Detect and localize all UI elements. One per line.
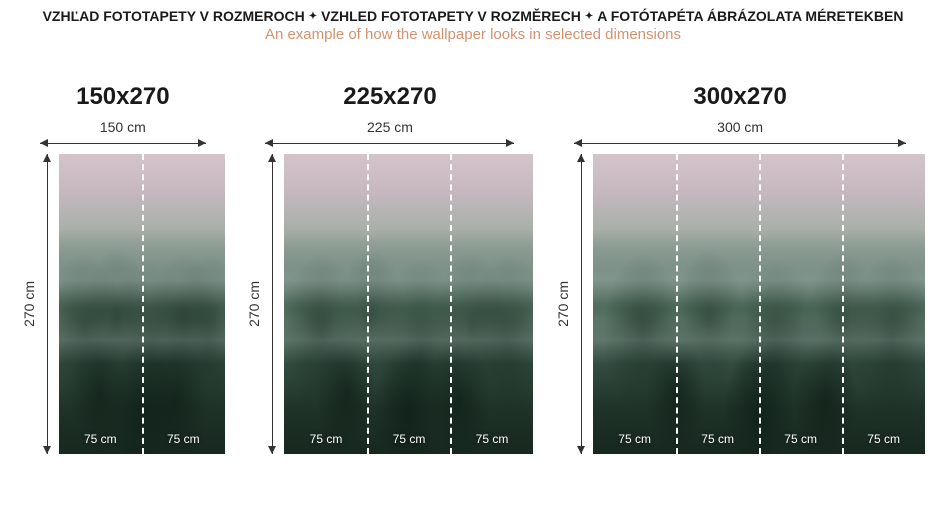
width-label: 300 cm bbox=[717, 119, 763, 135]
strip-labels: 75 cm 75 cm bbox=[59, 432, 225, 446]
panels-container: 150x270 150 cm 270 cm 75 cm 75 cm 225x270 225 … bbox=[0, 43, 946, 454]
strip-divider bbox=[676, 154, 678, 454]
fog-layer bbox=[284, 154, 533, 454]
header-subtitle: An example of how the wallpaper looks in… bbox=[0, 26, 946, 43]
strip-label: 75 cm bbox=[618, 432, 651, 446]
strip-divider bbox=[842, 154, 844, 454]
height-section: 270 cm bbox=[21, 154, 51, 454]
width-label: 225 cm bbox=[367, 119, 413, 135]
panel-body: 270 cm 75 cm 75 cm bbox=[21, 154, 225, 454]
wallpaper-preview: 75 cm 75 cm 75 cm bbox=[284, 154, 533, 454]
sparkle-icon: ✦ bbox=[309, 11, 317, 22]
strip-label: 75 cm bbox=[476, 432, 509, 446]
strip-divider bbox=[759, 154, 761, 454]
strip-label: 75 cm bbox=[784, 432, 817, 446]
wallpaper-preview: 75 cm 75 cm 75 cm 75 cm bbox=[593, 154, 925, 454]
strip-label: 75 cm bbox=[84, 432, 117, 446]
sparkle-icon: ✦ bbox=[585, 11, 593, 22]
header-text-sk: VZHĽAD FOTOTAPETY V ROZMEROCH bbox=[43, 8, 305, 24]
strip-labels: 75 cm 75 cm 75 cm bbox=[284, 432, 533, 446]
width-arrow bbox=[40, 139, 206, 148]
height-arrow bbox=[43, 154, 51, 454]
height-arrow bbox=[577, 154, 585, 454]
header-multilang: VZHĽAD FOTOTAPETY V ROZMEROCH ✦ VZHLED F… bbox=[0, 8, 946, 24]
strip-label: 75 cm bbox=[310, 432, 343, 446]
height-arrow bbox=[268, 154, 276, 454]
panel-title: 150x270 bbox=[76, 83, 169, 111]
strip-divider bbox=[367, 154, 369, 454]
height-section: 270 cm bbox=[555, 154, 585, 454]
width-arrow bbox=[265, 139, 514, 148]
height-label: 270 cm bbox=[555, 281, 571, 327]
strip-labels: 75 cm 75 cm 75 cm 75 cm bbox=[593, 432, 925, 446]
width-label: 150 cm bbox=[100, 119, 146, 135]
panel-body: 270 cm 75 cm 75 cm 75 cm bbox=[246, 154, 533, 454]
header: VZHĽAD FOTOTAPETY V ROZMEROCH ✦ VZHLED F… bbox=[0, 0, 946, 43]
height-section: 270 cm bbox=[246, 154, 276, 454]
header-text-hu: A FOTÓTAPÉTA ÁBRÁZOLATA MÉRETEKBEN bbox=[597, 8, 903, 24]
size-panel: 225x270 225 cm 270 cm 75 cm 75 cm 75 cm bbox=[246, 83, 533, 454]
strip-label: 75 cm bbox=[701, 432, 734, 446]
strip-label: 75 cm bbox=[167, 432, 200, 446]
strip-label: 75 cm bbox=[867, 432, 900, 446]
strip-label: 75 cm bbox=[393, 432, 426, 446]
strip-divider bbox=[450, 154, 452, 454]
height-label: 270 cm bbox=[21, 281, 37, 327]
panel-title: 300x270 bbox=[693, 83, 786, 111]
strip-divider bbox=[142, 154, 144, 454]
width-arrow bbox=[574, 139, 906, 148]
size-panel: 300x270 300 cm 270 cm 75 cm 75 cm 75 cm 75 cm bbox=[555, 83, 925, 454]
wallpaper-preview: 75 cm 75 cm bbox=[59, 154, 225, 454]
header-text-cz: VZHLED FOTOTAPETY V ROZMĚRECH bbox=[321, 8, 581, 24]
size-panel: 150x270 150 cm 270 cm 75 cm 75 cm bbox=[21, 83, 225, 454]
panel-title: 225x270 bbox=[343, 83, 436, 111]
height-label: 270 cm bbox=[246, 281, 262, 327]
panel-body: 270 cm 75 cm 75 cm 75 cm 75 cm bbox=[555, 154, 925, 454]
